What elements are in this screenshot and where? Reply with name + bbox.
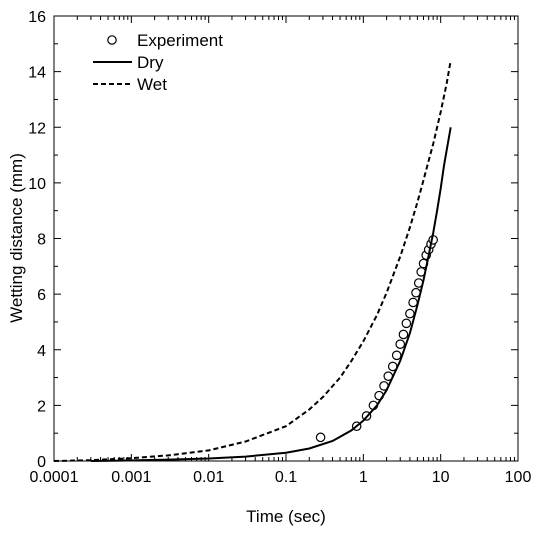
y-tick-label: 12	[28, 120, 46, 137]
y-tick-label: 4	[37, 343, 46, 360]
y-tick-label: 6	[37, 287, 46, 304]
experiment-point	[408, 297, 418, 308]
x-tick-label: 100	[505, 469, 532, 486]
experiment-point	[395, 339, 406, 349]
legend: Experiment Dry Wet	[93, 31, 223, 94]
y-axis-ticks: 0 2 4 6 8 10 12 14 16	[28, 9, 518, 471]
dry-curve	[90, 127, 452, 462]
x-tick-label: 0.1	[275, 469, 297, 486]
x-tick-label: 0.001	[111, 469, 151, 486]
x-tick-label: 0.01	[193, 469, 224, 486]
experiment-point	[398, 329, 409, 340]
x-axis-title: Time (sec)	[246, 507, 326, 526]
legend-label: Wet	[137, 75, 167, 94]
y-tick-label: 10	[28, 176, 46, 193]
experiment-point	[391, 350, 402, 361]
x-axis-ticks: 0.0001 0.001 0.01 0.1 1 10 100	[30, 16, 532, 486]
legend-label: Dry	[137, 53, 164, 72]
y-axis-title: Wetting distance (mm)	[7, 153, 26, 323]
series-layer	[53, 60, 452, 462]
y-tick-label: 2	[37, 398, 46, 415]
legend-experiment-marker	[107, 35, 117, 45]
x-tick-label: 1	[359, 469, 368, 486]
experiment-point	[405, 308, 415, 319]
y-tick-label: 0	[37, 454, 46, 471]
y-tick-label: 14	[28, 65, 46, 82]
wet-curve	[53, 60, 452, 462]
y-tick-label: 8	[37, 232, 46, 249]
experiment-point	[401, 318, 412, 329]
x-tick-label: 0.0001	[30, 469, 79, 486]
y-tick-label: 16	[28, 9, 46, 26]
legend-label: Experiment	[137, 31, 223, 50]
plot-frame	[53, 15, 519, 462]
experiment-point	[315, 432, 326, 443]
x-tick-label: 10	[432, 469, 450, 486]
